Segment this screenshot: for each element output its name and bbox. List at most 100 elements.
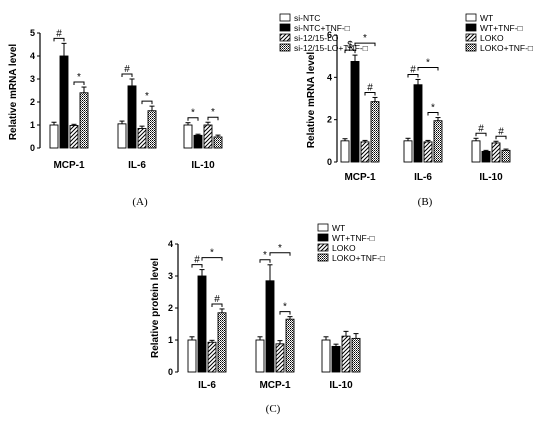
bar-4 (433, 120, 443, 163)
panel-b: 0 2 4 6 Relative mRNA level MCP-1 IL-6 IL-10 $ * #… (306, 13, 533, 208)
y-tick-label: 0 (168, 367, 173, 377)
category-label: MCP-1 (344, 172, 376, 183)
significance-label: * (211, 107, 215, 118)
legend-swatch (279, 43, 291, 52)
significance-bracket (407, 73, 419, 78)
legend-swatch (317, 223, 329, 232)
bar-1 (255, 339, 265, 373)
y-tick-label: 4 (327, 72, 332, 82)
y-tick-label: 6 (327, 30, 332, 40)
bar-1 (471, 140, 481, 163)
legend-label: si-NTC (294, 13, 320, 23)
legend-label: si-12/15-LO+TNF-□ (294, 43, 368, 53)
bar-1 (321, 339, 331, 373)
legend-swatch (317, 243, 329, 252)
bar-2 (481, 150, 491, 163)
significance-bracket (207, 116, 219, 121)
legend-label: WT (480, 13, 493, 23)
legend-label: LOKO+TNF-□ (480, 43, 533, 53)
bar-1 (117, 123, 127, 149)
bar-1 (403, 140, 413, 163)
y-tick-label: 3 (168, 271, 173, 281)
category-label: IL-10 (329, 380, 353, 391)
legend-label: WT (332, 223, 345, 233)
y-tick-label: 5 (30, 28, 35, 38)
significance-label: # (56, 28, 62, 39)
y-axis-label: Relative mRNA level (306, 52, 317, 149)
panel-c: 0 1 2 3 4 Relative protein level IL-6 MCP-1 IL-1… (150, 223, 385, 415)
panel-caption: (B) (418, 196, 433, 208)
significance-label: * (263, 250, 267, 261)
legend-label: si-NTC+TNF-□ (294, 23, 350, 33)
legend-swatch (279, 23, 291, 32)
bar-2 (350, 61, 360, 163)
significance-bracket (191, 264, 203, 268)
significance-label: # (194, 255, 200, 266)
bar-3 (207, 341, 217, 373)
bar-3 (360, 141, 370, 163)
bar-4 (147, 110, 157, 149)
panel-caption: (C) (266, 403, 281, 415)
significance-label: # (124, 64, 130, 75)
legend-label: si-12/15-LO (294, 33, 339, 43)
legend-label: WT+TNF-□ (332, 233, 375, 243)
y-axis-label: Relative mRNA level (8, 44, 19, 141)
legend-swatch (279, 13, 291, 22)
significance-bracket (187, 117, 199, 121)
significance-bracket (354, 42, 376, 47)
y-tick-label: 4 (168, 239, 173, 249)
bar-2 (193, 134, 203, 149)
significance-bracket (495, 135, 507, 140)
bar-3 (137, 127, 147, 149)
significance-bracket (201, 257, 223, 261)
y-tick-label: 0 (30, 143, 35, 153)
legend-swatch (279, 33, 291, 42)
significance-label: * (426, 57, 430, 68)
significance-label: # (410, 64, 416, 75)
bar-2 (197, 275, 207, 373)
panel-caption: (A) (132, 196, 148, 208)
category-label: IL-10 (191, 160, 215, 171)
legend-swatch (465, 33, 477, 42)
bar-1 (187, 339, 197, 373)
y-tick-label: 0 (327, 157, 332, 167)
panel-a: 0 1 2 3 4 5 Relative mRNA level MCP-1 IL-6 IL-10 #… (8, 13, 368, 208)
bar-1 (340, 140, 350, 163)
significance-label: * (77, 72, 81, 83)
significance-bracket (364, 91, 376, 96)
significance-bracket (211, 303, 223, 307)
y-tick-label: 4 (30, 51, 35, 61)
y-tick-label: 1 (30, 120, 35, 130)
significance-bracket (269, 252, 291, 256)
category-label: IL-6 (128, 160, 146, 171)
legend-swatch (317, 233, 329, 242)
bar-4 (501, 149, 511, 163)
y-tick-label: 2 (168, 303, 173, 313)
significance-label: * (145, 91, 149, 102)
significance-label: # (498, 126, 504, 137)
legend-swatch (465, 23, 477, 32)
legend-label: LOKO+TNF-□ (332, 253, 385, 263)
significance-label: * (431, 103, 435, 114)
significance-label: * (363, 33, 367, 44)
significance-label: * (210, 248, 214, 259)
bar-2 (413, 84, 423, 163)
significance-bracket (259, 259, 271, 263)
y-tick-label: 2 (30, 97, 35, 107)
significance-bracket (427, 112, 439, 116)
legend-label: WT+TNF-□ (480, 23, 523, 33)
bar-4 (285, 318, 295, 373)
bar-3 (341, 335, 351, 373)
significance-label: * (278, 243, 282, 254)
significance-bracket (417, 66, 439, 71)
legend-swatch (317, 253, 329, 262)
bar-1 (183, 124, 193, 149)
significance-label: $ (347, 40, 353, 51)
category-label: IL-6 (198, 380, 216, 391)
legend-swatch (465, 43, 477, 52)
significance-bracket (141, 100, 153, 105)
y-axis-label: Relative protein level (150, 258, 161, 358)
bar-4 (217, 312, 227, 373)
